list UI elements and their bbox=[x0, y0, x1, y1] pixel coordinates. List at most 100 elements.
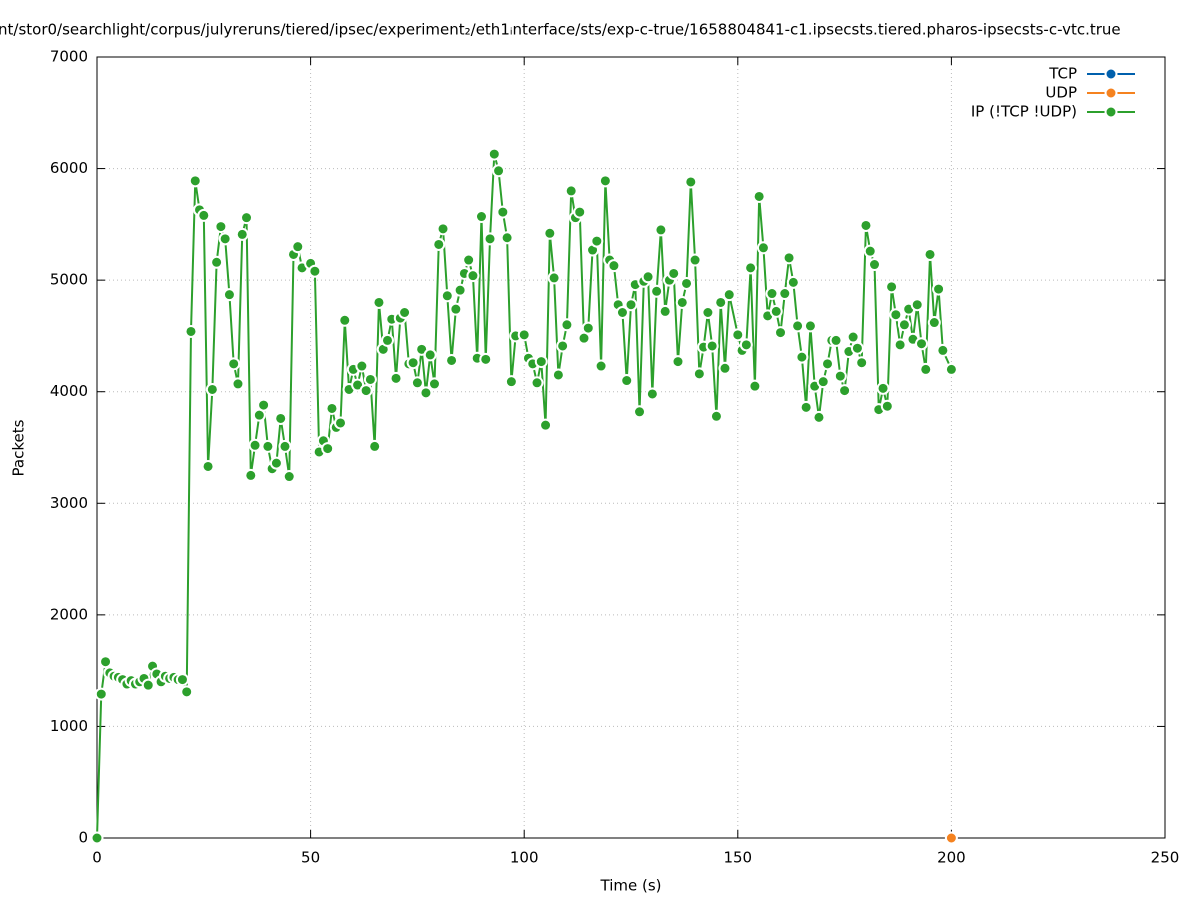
data-point bbox=[282, 470, 296, 484]
data-point bbox=[876, 381, 890, 395]
data-point bbox=[868, 258, 882, 272]
data-point bbox=[449, 302, 463, 316]
legend-label: IP (!TCP !UDP) bbox=[971, 103, 1077, 121]
data-point bbox=[197, 208, 211, 222]
plot-frame bbox=[96, 56, 1166, 839]
data-point bbox=[175, 673, 189, 687]
x-tick-label: 150 bbox=[723, 849, 752, 867]
data-point bbox=[363, 372, 377, 386]
data-point bbox=[803, 319, 817, 333]
data-point bbox=[445, 353, 459, 367]
data-point bbox=[487, 147, 501, 161]
data-point bbox=[188, 174, 202, 188]
data-point bbox=[222, 288, 236, 302]
data-point bbox=[821, 357, 835, 371]
data-point bbox=[406, 356, 420, 370]
data-point bbox=[227, 357, 241, 371]
data-point bbox=[201, 459, 215, 473]
data-point bbox=[705, 339, 719, 353]
data-point bbox=[919, 362, 933, 376]
data-point bbox=[483, 232, 497, 246]
x-tick-label: 250 bbox=[1151, 849, 1180, 867]
data-point bbox=[722, 288, 736, 302]
data-point bbox=[863, 244, 877, 258]
data-point bbox=[944, 362, 958, 376]
data-point bbox=[620, 374, 634, 388]
data-point bbox=[910, 298, 924, 312]
data-point bbox=[479, 352, 493, 366]
data-point bbox=[645, 387, 659, 401]
data-point bbox=[739, 338, 753, 352]
data-point bbox=[914, 337, 928, 351]
data-point bbox=[701, 305, 715, 319]
data-point bbox=[359, 384, 373, 398]
chart-title: nt/stor0/searchlight/corpus/julyreruns/t… bbox=[0, 21, 1121, 39]
data-point bbox=[748, 379, 762, 393]
data-point bbox=[248, 438, 262, 452]
data-point bbox=[598, 174, 612, 188]
y-tick-label: 5000 bbox=[50, 271, 88, 289]
y-tick-label: 7000 bbox=[50, 48, 88, 66]
data-point bbox=[667, 266, 681, 280]
data-point bbox=[560, 318, 574, 332]
data-point bbox=[235, 227, 249, 241]
data-point bbox=[530, 376, 544, 390]
data-point bbox=[650, 284, 664, 298]
data-point bbox=[774, 326, 788, 340]
data-point bbox=[432, 237, 446, 251]
data-point bbox=[440, 289, 454, 303]
data-point bbox=[410, 376, 424, 390]
data-point bbox=[338, 313, 352, 327]
data-point bbox=[859, 218, 873, 232]
data-point bbox=[492, 164, 506, 178]
data-point bbox=[99, 655, 113, 669]
x-axis-label: Time (s) bbox=[600, 877, 662, 895]
data-point bbox=[936, 343, 950, 357]
data-point bbox=[556, 339, 570, 353]
y-tick-label: 0 bbox=[78, 829, 88, 847]
data-point bbox=[671, 355, 685, 369]
data-point bbox=[184, 324, 198, 338]
data-point bbox=[321, 442, 335, 456]
data-point bbox=[291, 240, 305, 254]
data-point bbox=[692, 367, 706, 381]
data-point bbox=[688, 253, 702, 267]
data-point bbox=[210, 255, 224, 269]
y-tick-label: 3000 bbox=[50, 494, 88, 512]
data-point bbox=[90, 831, 104, 845]
data-point bbox=[765, 287, 779, 301]
y-tick-label: 2000 bbox=[50, 605, 88, 623]
data-point bbox=[581, 321, 595, 335]
data-point bbox=[855, 356, 869, 370]
data-point bbox=[927, 316, 941, 330]
data-point bbox=[923, 247, 937, 261]
data-point bbox=[427, 377, 441, 391]
data-point bbox=[897, 318, 911, 332]
y-tick-label: 6000 bbox=[50, 159, 88, 177]
legend-label: UDP bbox=[1045, 84, 1077, 102]
legend-marker bbox=[1104, 86, 1118, 100]
data-point bbox=[278, 439, 292, 453]
x-tick-label: 50 bbox=[301, 849, 320, 867]
data-point bbox=[816, 375, 830, 389]
data-point bbox=[791, 319, 805, 333]
data-point bbox=[496, 205, 510, 219]
data-point bbox=[380, 333, 394, 347]
data-point bbox=[500, 231, 514, 245]
data-point bbox=[846, 330, 860, 344]
data-point bbox=[684, 175, 698, 189]
legend-label: TCP bbox=[1048, 65, 1077, 83]
data-point bbox=[731, 328, 745, 342]
data-point bbox=[205, 382, 219, 396]
data-point bbox=[654, 223, 668, 237]
data-point bbox=[833, 369, 847, 383]
data-point bbox=[94, 687, 108, 701]
data-point bbox=[718, 361, 732, 375]
data-point bbox=[453, 283, 467, 297]
data-point bbox=[615, 305, 629, 319]
data-point bbox=[944, 831, 958, 845]
data-point bbox=[240, 211, 254, 225]
data-point bbox=[389, 371, 403, 385]
